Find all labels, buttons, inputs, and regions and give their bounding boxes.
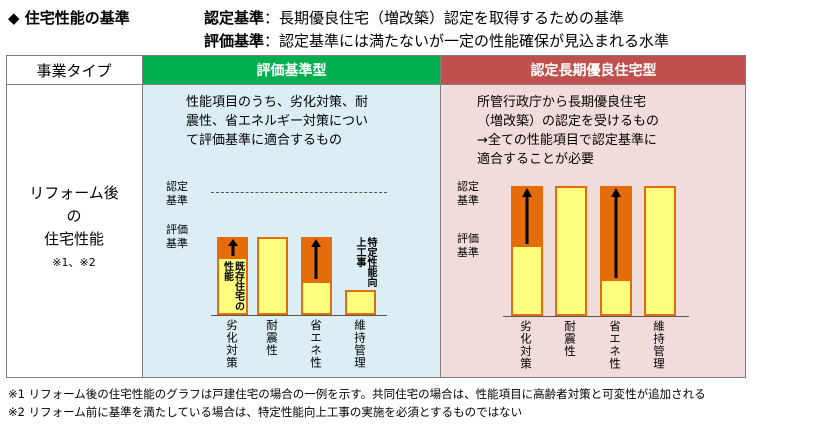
description-line: て評価基準に適合するもの <box>186 133 343 148</box>
x-label: 省エネ性 <box>608 320 622 370</box>
bar-seismic <box>555 186 587 316</box>
description-line: →全ての性能項目で認定基準に <box>477 133 657 148</box>
table-border <box>6 55 746 56</box>
y-label-line: 基準 <box>166 237 188 250</box>
table-border <box>440 55 441 378</box>
y-label-line: 評価 <box>166 223 188 236</box>
bar-maintenance <box>345 290 376 315</box>
column-header-nintei: 認定長期優良住宅型 <box>441 55 746 84</box>
table-border <box>6 377 746 378</box>
description-line: 適合することが必要 <box>477 152 595 167</box>
criteria-table: 評価基準型 認定長期優良住宅型 事業タイプ リフォーム後 の 住宅性能 ※1、※… <box>6 55 746 378</box>
definition-term: 評価基準 <box>204 32 265 50</box>
definition-text: 認定基準には満たないが一定の性能確保が見込まれる水準 <box>279 32 670 50</box>
x-label: 維持管理 <box>353 319 367 369</box>
table-border <box>745 55 746 378</box>
y-label-line: 基準 <box>457 246 479 259</box>
definition-term: 認定基準 <box>204 9 265 27</box>
bar-existing-performance: 既存住宅の性能 <box>217 257 248 315</box>
x-label: 劣化対策 <box>519 320 533 370</box>
red-column-body <box>441 84 746 378</box>
up-arrow-icon <box>227 238 239 257</box>
description-line: 震性、省エネルギー対策につい <box>186 114 369 129</box>
description-line: （増改築）の認定を受けるもの <box>477 114 660 129</box>
y-label-line: 基準 <box>166 194 188 207</box>
y-label-nintei: 認定 基準 <box>166 180 188 208</box>
bar-text-special: 特定性能向上工事 <box>354 237 376 287</box>
description-line: 性能項目のうち、劣化対策、耐 <box>186 95 369 110</box>
column-title: 認定長期優良住宅型 <box>530 62 657 79</box>
x-label: 維持管理 <box>652 320 666 370</box>
baseline <box>503 316 689 317</box>
table-border <box>6 55 7 378</box>
up-arrow-icon <box>521 187 533 245</box>
y-label-hyouka: 評価 基準 <box>166 223 188 251</box>
x-label: 耐震性 <box>265 319 279 357</box>
definition-sep: ： <box>264 32 280 50</box>
bar-text-existing: 既存住宅の性能 <box>221 261 244 311</box>
y-label-line: 認定 <box>166 180 188 193</box>
x-label: 耐震性 <box>563 320 577 358</box>
row-label-line: 住宅性能 <box>43 230 104 248</box>
definition-hyouka: 評価基準：認定基準には満たないが一定の性能確保が見込まれる水準 <box>204 30 669 51</box>
bar-maintenance <box>644 186 676 316</box>
definition-nintei: 認定基準：長期優良住宅（増改築）認定を取得するための基準 <box>204 7 624 28</box>
x-label: 省エネ性 <box>309 319 323 369</box>
row-label: リフォーム後 の 住宅性能 ※1、※2 <box>6 182 142 274</box>
y-label-line: 認定 <box>457 180 479 193</box>
page-title: ◆ 住宅性能の基準 <box>8 9 130 27</box>
y-label-line: 基準 <box>457 194 479 207</box>
definition-text: 長期優良住宅（増改築）認定を取得するための基準 <box>279 9 625 27</box>
corner-label: 事業タイプ <box>36 62 112 80</box>
row-label-line: リフォーム後 <box>29 184 119 202</box>
baseline <box>211 315 387 316</box>
definition-sep: ： <box>264 9 280 27</box>
table-border <box>6 84 746 85</box>
bar-existing-performance <box>600 279 632 316</box>
x-label: 劣化対策 <box>225 319 239 369</box>
row-label-line: の <box>66 207 82 225</box>
y-label-line: 評価 <box>457 232 479 245</box>
nintei-line <box>211 192 387 193</box>
y-label-hyouka: 評価 基準 <box>457 232 479 260</box>
bar-seismic <box>257 237 288 315</box>
bar-existing-performance <box>511 245 543 316</box>
column-title: 評価基準型 <box>256 62 327 79</box>
up-arrow-icon <box>310 238 322 280</box>
footnote-2: ※2 リフォーム前に基準を満たしている場合は、特定性能向上工事の実施を必須とする… <box>8 405 523 419</box>
up-arrow-icon <box>610 187 622 279</box>
column-description: 性能項目のうち、劣化対策、耐 震性、省エネルギー対策につい て評価基準に適合する… <box>186 93 368 150</box>
column-description: 所管行政庁から長期優良住宅 （増改築）の認定を受けるもの →全ての性能項目で認定… <box>477 93 659 169</box>
description-line: 所管行政庁から長期優良住宅 <box>477 95 647 110</box>
table-border <box>142 55 143 378</box>
row-note: ※1、※2 <box>52 256 96 269</box>
footnote-1: ※1 リフォーム後の住宅性能のグラフは戸建住宅の場合の一例を示す。共同住宅の場合… <box>8 387 706 401</box>
y-label-nintei: 認定 基準 <box>457 180 479 208</box>
bar-existing-performance <box>301 281 332 315</box>
green-column-body <box>143 84 440 378</box>
column-header-hyouka: 評価基準型 <box>143 55 440 84</box>
